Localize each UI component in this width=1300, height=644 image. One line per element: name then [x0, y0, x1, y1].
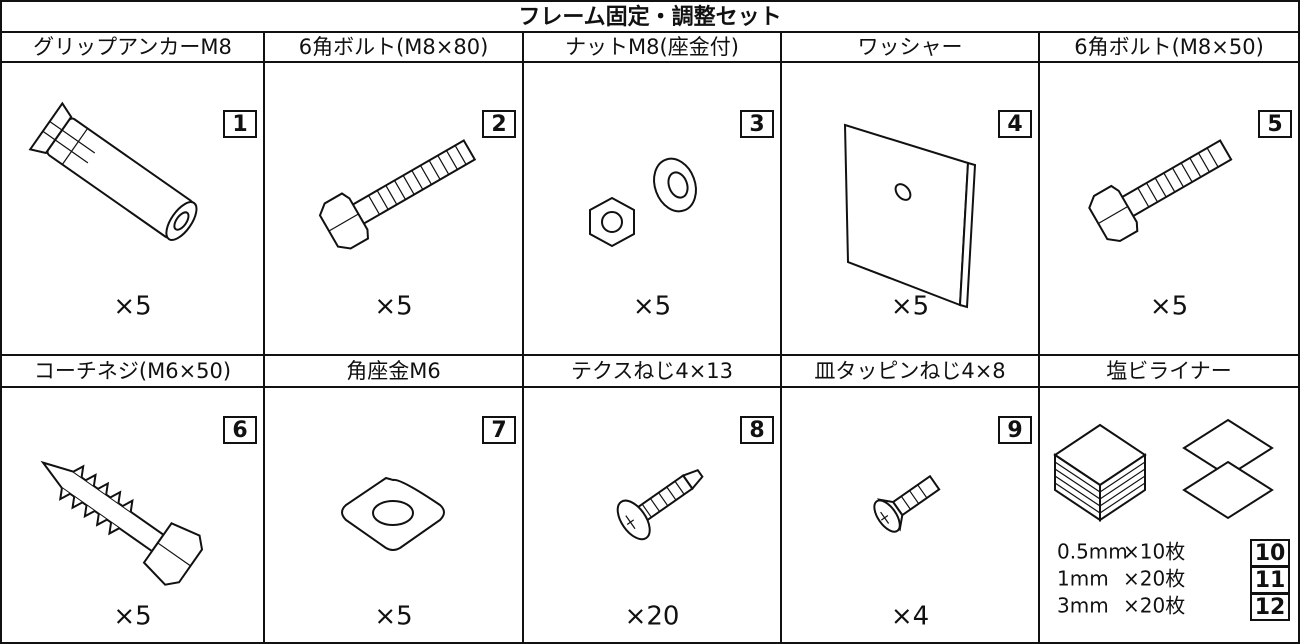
- item-number: 6: [232, 418, 247, 443]
- liner-quantity: ×20枚: [1123, 567, 1185, 591]
- liner-number-box: [1250, 566, 1290, 594]
- bolt-illustration: [1088, 139, 1233, 243]
- liner-quantity: ×10枚: [1123, 540, 1185, 564]
- item-number-box: [1258, 110, 1292, 138]
- square-washer-illustration: [341, 476, 445, 551]
- item-number: 3: [749, 112, 764, 137]
- coach-screw-illustration: [40, 460, 204, 586]
- flat-screw-illustration: [873, 474, 941, 533]
- item-number: 1: [232, 112, 247, 137]
- liner-number: 11: [1255, 568, 1286, 593]
- item-number-box: [740, 110, 774, 138]
- item-name: 6角ボルト(M8×50): [1074, 35, 1264, 59]
- nut-illustration: [589, 157, 697, 248]
- item-quantity: ×5: [113, 292, 151, 322]
- liner-illustration: [1053, 418, 1274, 522]
- item-quantity: ×5: [113, 602, 151, 632]
- item-number-box: [998, 416, 1032, 444]
- item-number: 4: [1007, 112, 1022, 137]
- liner-name: 塩ビライナー: [1106, 359, 1232, 383]
- item-name: ナットM8(座金付): [565, 35, 739, 59]
- liner-number: 10: [1255, 541, 1286, 566]
- item-number-box: [998, 110, 1032, 138]
- item-quantity: ×5: [633, 292, 671, 322]
- item-quantity: ×5: [1150, 292, 1188, 322]
- item-number-box: [482, 416, 516, 444]
- bolt-illustration: [318, 139, 477, 250]
- item-number: 8: [749, 418, 764, 443]
- item-name: テクスねじ4×13: [571, 359, 733, 383]
- item-name: 6角ボルト(M8×80): [299, 35, 489, 59]
- item-number: 9: [1007, 418, 1022, 443]
- item-name: 角座金M6: [346, 359, 440, 383]
- item-name: ワッシャー: [858, 35, 963, 59]
- table-title: フレーム固定・調整セット: [518, 4, 781, 30]
- item-number-box: [482, 110, 516, 138]
- item-number-box: [223, 416, 257, 444]
- item-name: 皿タッピンねじ4×8: [814, 359, 1005, 383]
- item-quantity: ×5: [374, 602, 412, 632]
- tek-screw-illustration: [616, 468, 704, 541]
- liner-thickness: 1mm: [1057, 567, 1109, 591]
- liner-number-box: [1250, 593, 1290, 621]
- item-number-box: [740, 416, 774, 444]
- liner-number: 12: [1255, 595, 1286, 620]
- item-quantity: ×4: [891, 602, 929, 632]
- anchor-illustration: [28, 101, 198, 241]
- item-name: グリップアンカーM8: [33, 35, 232, 59]
- washer-plate-illustration: [843, 123, 977, 309]
- liner-thickness: 0.5mm: [1057, 540, 1128, 564]
- item-number: 5: [1267, 112, 1282, 137]
- liner-thickness: 3mm: [1057, 594, 1109, 618]
- liner-quantity: ×20枚: [1123, 594, 1185, 618]
- item-name: コーチネジ(M6×50): [34, 359, 231, 383]
- item-quantity: ×5: [891, 292, 929, 322]
- item-number: 2: [491, 112, 506, 137]
- item-number-box: [223, 110, 257, 138]
- item-number: 7: [491, 418, 506, 443]
- item-quantity: ×20: [625, 602, 680, 632]
- item-quantity: ×5: [374, 292, 412, 322]
